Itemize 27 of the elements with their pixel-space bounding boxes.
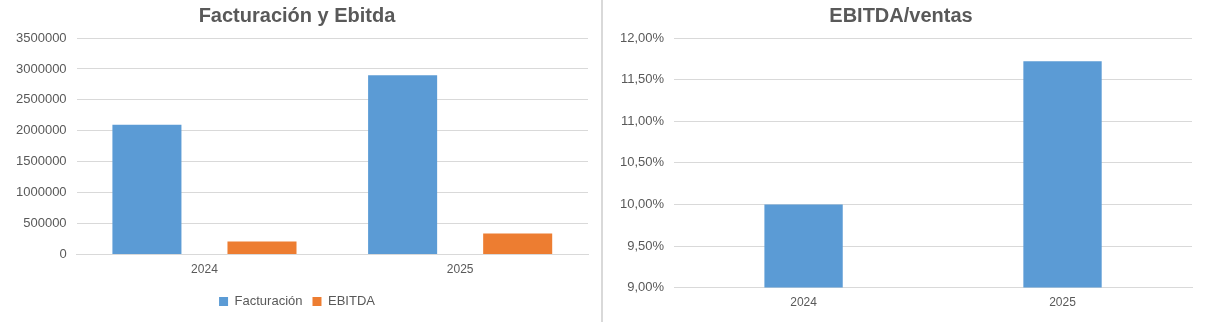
y-tick-label: 2000000 [15,122,67,138]
y-tick-label: 9,50% [627,237,665,253]
y-tick-label: 10,50% [620,154,665,170]
legend-label: EBITDA [327,293,376,309]
y-tick-label: 1500000 [15,153,67,169]
x-tick-label: 2025 [446,262,474,277]
y-tick-label: 12,00% [620,29,665,45]
y-tick-label: 500000 [23,215,67,231]
x-tick-label: 2024 [790,295,818,310]
y-tick-label: 1000000 [15,184,67,200]
y-tick-label: 11,50% [620,71,665,87]
y-tick-label: 0 [59,246,67,262]
chart-title: EBITDA/ventas [829,3,973,26]
bar [112,124,182,255]
y-tick-label: 2500000 [15,91,67,107]
y-tick-label: 9,00% [627,279,665,295]
y-tick-label: 3500000 [15,29,67,45]
bar [368,75,438,255]
bar [483,233,553,255]
x-tick-label: 2025 [1049,295,1077,310]
chart-title: Facturación y Ebitda [198,3,397,26]
bar [227,241,297,255]
x-tick-label: 2024 [191,262,219,277]
legend-label: Facturación [234,293,303,309]
y-tick-label: 3000000 [15,60,67,76]
y-tick-label: 11,00% [620,112,665,128]
y-tick-label: 10,00% [620,195,665,211]
